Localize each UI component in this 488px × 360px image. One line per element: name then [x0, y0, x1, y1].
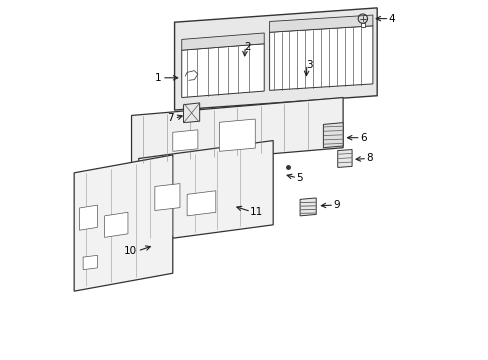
Text: 4: 4 — [388, 14, 394, 24]
Polygon shape — [182, 44, 264, 98]
Polygon shape — [337, 149, 351, 167]
Polygon shape — [174, 8, 376, 110]
Polygon shape — [323, 123, 343, 148]
Text: 5: 5 — [296, 173, 303, 183]
Text: 8: 8 — [366, 153, 372, 163]
Text: 9: 9 — [333, 200, 339, 210]
Text: 11: 11 — [250, 207, 263, 217]
Polygon shape — [139, 140, 273, 243]
Polygon shape — [183, 103, 199, 123]
Text: 1: 1 — [154, 73, 161, 83]
Polygon shape — [219, 119, 255, 151]
Polygon shape — [360, 23, 364, 27]
Polygon shape — [187, 191, 215, 216]
Polygon shape — [269, 26, 372, 90]
Text: 10: 10 — [123, 246, 137, 256]
Text: 2: 2 — [244, 42, 251, 51]
Text: 6: 6 — [359, 133, 366, 143]
Polygon shape — [269, 15, 372, 32]
Polygon shape — [182, 33, 264, 50]
Polygon shape — [74, 155, 172, 291]
Polygon shape — [300, 198, 316, 216]
Polygon shape — [80, 205, 97, 230]
Polygon shape — [155, 184, 180, 211]
Polygon shape — [172, 130, 198, 151]
Polygon shape — [104, 212, 128, 237]
Text: 7: 7 — [167, 113, 174, 123]
Polygon shape — [131, 98, 343, 166]
Text: 3: 3 — [305, 59, 312, 69]
Polygon shape — [83, 255, 97, 270]
